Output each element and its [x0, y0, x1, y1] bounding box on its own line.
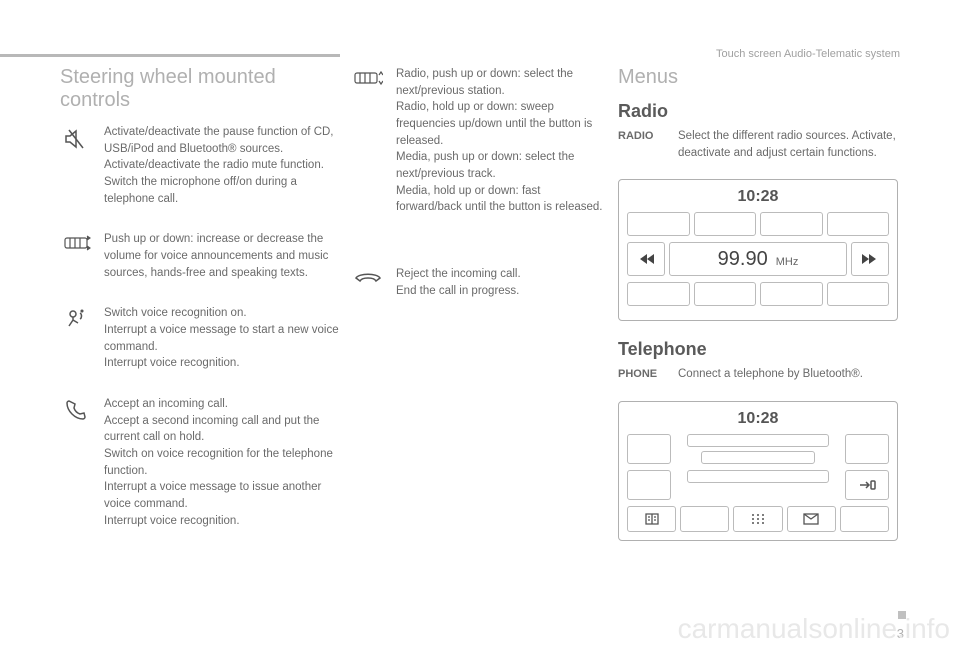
heading-telephone: Telephone	[618, 339, 908, 360]
phone-text: Connect a telephone by Bluetooth®.	[678, 366, 908, 383]
phone-label: PHONE	[618, 366, 668, 383]
radio-preset-row-2	[627, 282, 889, 306]
phone-side-button[interactable]	[627, 434, 671, 464]
top-bar	[0, 54, 340, 57]
preset-button[interactable]	[694, 282, 757, 306]
phone-icon-bar	[627, 506, 889, 532]
heading-menus: Menus	[618, 66, 908, 89]
phone-info-bar	[687, 470, 829, 483]
reject-call-control: Reject the incoming call.End the call in…	[352, 266, 604, 299]
mute-control-text: Activate/deactivate the pause function o…	[104, 124, 340, 207]
reject-call-text: Reject the incoming call.End the call in…	[396, 266, 604, 299]
phone-time: 10:28	[627, 410, 889, 428]
voice-icon	[60, 305, 92, 372]
column-menus: Menus Radio RADIO Select the different r…	[618, 66, 908, 559]
frequency-display: 99.90 MHz	[669, 242, 847, 276]
voice-control: Switch voice recognition on.Interrupt a …	[60, 305, 340, 372]
prev-station-button[interactable]	[627, 242, 665, 276]
volume-control-text: Push up or down: increase or decrease th…	[104, 231, 340, 281]
phone-side-button[interactable]	[627, 470, 671, 500]
radio-desc-row: RADIO Select the different radio sources…	[618, 128, 908, 161]
keypad-button[interactable]	[733, 506, 782, 532]
preset-button[interactable]	[760, 282, 823, 306]
phone-row-2	[627, 470, 889, 500]
preset-button[interactable]	[694, 212, 757, 236]
phone-side-button[interactable]	[845, 434, 889, 464]
mute-control: Activate/deactivate the pause function o…	[60, 124, 340, 207]
phone-info-bar	[687, 434, 829, 447]
station-control-text: Radio, push up or down: select the next/…	[396, 66, 604, 216]
volume-control: Push up or down: increase or decrease th…	[60, 231, 340, 281]
column-media-controls: Radio, push up or down: select the next/…	[352, 66, 604, 323]
phone-empty-button[interactable]	[840, 506, 889, 532]
station-control: Radio, push up or down: select the next/…	[352, 66, 604, 216]
phone-empty-button[interactable]	[680, 506, 729, 532]
radio-text: Select the different radio sources. Acti…	[678, 128, 908, 161]
watermark: carmanualsonline.info	[678, 613, 950, 645]
scroll-updown-icon	[60, 231, 92, 281]
heading-radio: Radio	[618, 101, 908, 122]
heading-steering: Steering wheel mounted controls	[60, 66, 340, 112]
column-steering-controls: Steering wheel mounted controls Activate…	[60, 66, 340, 553]
radio-screen: 10:28 99.90 MHz	[618, 179, 898, 321]
scroll-vert-icon	[352, 66, 384, 216]
frequency-value: 99.90	[718, 248, 768, 271]
preset-button[interactable]	[827, 282, 890, 306]
frequency-unit: MHz	[776, 256, 799, 268]
radio-label: RADIO	[618, 128, 668, 161]
messages-button[interactable]	[787, 506, 836, 532]
phone-info-bar	[701, 451, 815, 464]
phone-desc-row: PHONE Connect a telephone by Bluetooth®.	[618, 366, 908, 383]
phone-icon	[60, 396, 92, 529]
accept-call-text: Accept an incoming call.Accept a second …	[104, 396, 340, 529]
preset-button[interactable]	[827, 212, 890, 236]
speaker-mute-icon	[60, 124, 92, 207]
breadcrumb: Touch screen Audio-Telematic system	[716, 48, 900, 60]
preset-button[interactable]	[627, 212, 690, 236]
accept-call-control: Accept an incoming call.Accept a second …	[60, 396, 340, 529]
transfer-button[interactable]	[845, 470, 889, 500]
next-station-button[interactable]	[851, 242, 889, 276]
radio-freq-row: 99.90 MHz	[627, 242, 889, 276]
radio-preset-row-1	[627, 212, 889, 236]
hangup-icon	[352, 266, 384, 299]
preset-button[interactable]	[627, 282, 690, 306]
contacts-button[interactable]	[627, 506, 676, 532]
telephone-screen: 10:28	[618, 401, 898, 541]
radio-time: 10:28	[627, 188, 889, 206]
voice-control-text: Switch voice recognition on.Interrupt a …	[104, 305, 340, 372]
preset-button[interactable]	[760, 212, 823, 236]
phone-row-1	[627, 434, 889, 464]
